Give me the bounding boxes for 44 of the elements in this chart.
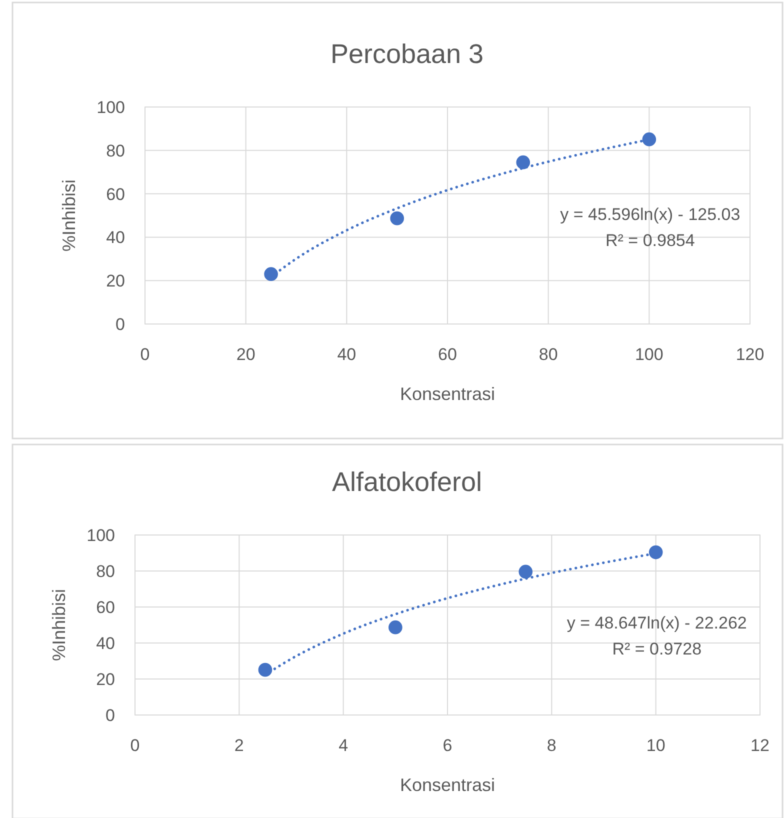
x-tick-label: 10 bbox=[646, 736, 666, 755]
x-tick-label: 60 bbox=[438, 345, 457, 364]
annotation: y = 45.596ln(x) - 125.03 bbox=[560, 204, 740, 224]
chart-title: Percobaan 3 bbox=[330, 39, 484, 69]
point bbox=[516, 155, 530, 170]
point bbox=[642, 132, 656, 146]
y-axis-title: %Inhibisi bbox=[49, 588, 69, 662]
chart-title: Alfatokoferol bbox=[332, 467, 482, 497]
point bbox=[388, 620, 402, 634]
x-tick-label: 80 bbox=[538, 345, 558, 364]
annotation: y = 48.647ln(x) - 22.262 bbox=[566, 614, 747, 633]
annotation: R² = 0.9728 bbox=[612, 640, 702, 659]
y-tick-label: 20 bbox=[96, 670, 115, 689]
y-tick-label: 100 bbox=[96, 98, 125, 117]
y-tick-label: 40 bbox=[96, 634, 115, 653]
x-tick-label: 8 bbox=[546, 736, 556, 755]
y-tick-label: 100 bbox=[86, 526, 115, 545]
x-axis-title: Konsentrasi bbox=[400, 775, 496, 795]
point bbox=[648, 545, 663, 560]
x-axis-title: Konsentrasi bbox=[400, 384, 496, 404]
y-tick-label: 20 bbox=[106, 272, 125, 291]
annotation: R² = 0.9854 bbox=[606, 230, 695, 250]
y-tick-label: 40 bbox=[106, 228, 125, 248]
point bbox=[518, 564, 533, 579]
x-tick-label: 100 bbox=[634, 345, 664, 364]
x-tick-label: 40 bbox=[337, 345, 356, 364]
point bbox=[258, 662, 272, 677]
x-tick-label: 2 bbox=[234, 736, 244, 755]
y-tick-label: 80 bbox=[106, 141, 125, 160]
y-tick-label: 0 bbox=[116, 314, 125, 334]
point bbox=[264, 267, 278, 281]
x-tick-label: 0 bbox=[130, 736, 140, 755]
x-tick-label: 0 bbox=[140, 345, 150, 364]
x-tick-label: 6 bbox=[442, 736, 452, 755]
y-tick-label: 60 bbox=[96, 598, 115, 617]
y-tick-label: 80 bbox=[96, 562, 115, 581]
x-tick-label: 4 bbox=[338, 736, 348, 755]
x-tick-label: 12 bbox=[750, 736, 770, 755]
y-tick-label: 0 bbox=[106, 706, 115, 725]
x-tick-label: 120 bbox=[736, 345, 764, 364]
x-tick-label: 20 bbox=[236, 345, 256, 364]
y-axis-title: %Inhibisi bbox=[59, 179, 79, 252]
y-tick-label: 60 bbox=[106, 184, 125, 204]
point bbox=[390, 211, 404, 226]
